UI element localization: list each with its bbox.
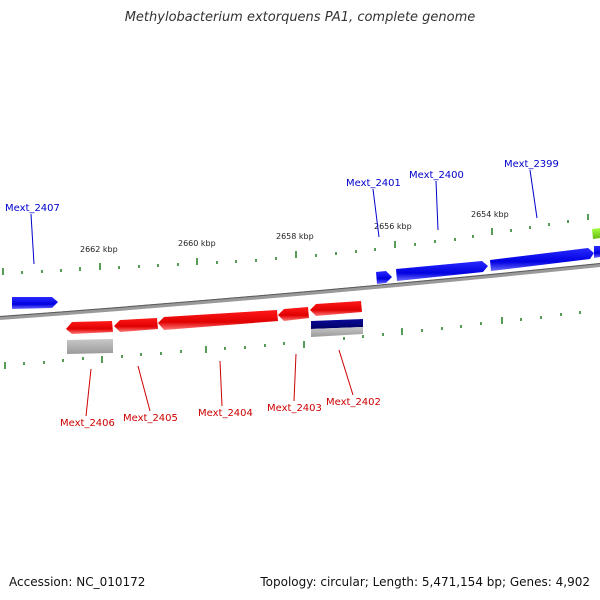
gene-arrow-edge[interactable] [594, 246, 600, 258]
map-title: Methylobacterium extorquens PA1, complet… [124, 10, 476, 25]
kbp-label: 2656 kbp [374, 222, 412, 231]
kbp-label: 2660 kbp [178, 239, 216, 248]
rna-feature-grey[interactable] [67, 339, 113, 354]
kbp-label: 2654 kbp [471, 210, 509, 219]
gene-arrow-mext-2403[interactable] [278, 307, 309, 321]
gene-label-mext-2399[interactable]: Mext_2399 [504, 159, 559, 170]
gene-arrow-mext-2399[interactable] [490, 248, 594, 271]
rna-feature-navy[interactable] [311, 319, 363, 329]
gene-label-mext-2403[interactable]: Mext_2403 [267, 403, 322, 414]
upper-tick-scale [2, 214, 589, 275]
gene-label-mext-2401[interactable]: Mext_2401 [346, 178, 401, 189]
gene-label-mext-2402[interactable]: Mext_2402 [326, 397, 381, 408]
gene-arrow-mext-2401[interactable] [376, 271, 392, 284]
gene-label-mext-2406[interactable]: Mext_2406 [60, 418, 115, 429]
gene-label-mext-2405[interactable]: Mext_2405 [123, 413, 178, 424]
kbp-label: 2662 kbp [80, 245, 118, 254]
gene-label-mext-2404[interactable]: Mext_2404 [198, 408, 253, 419]
gene-arrow-mext-2407[interactable] [12, 297, 58, 309]
gene-arrow-mext-2405[interactable] [114, 318, 158, 332]
gene-arrow-edge-green[interactable] [592, 228, 600, 239]
forward-leader-lines [30, 169, 538, 265]
gene-label-mext-2400[interactable]: Mext_2400 [409, 170, 464, 181]
kbp-label: 2658 kbp [276, 232, 314, 241]
rna-feature-grey-2[interactable] [311, 327, 363, 337]
gene-arrow-mext-2402[interactable] [310, 301, 362, 316]
gene-arrow-mext-2404[interactable] [158, 310, 278, 330]
lower-tick-scale [4, 311, 581, 369]
accession-text: Accession: NC_010172 [9, 575, 146, 589]
gene-label-mext-2407[interactable]: Mext_2407 [5, 203, 60, 214]
reverse-leader-lines [85, 349, 354, 417]
genome-backbone-highlight [0, 263, 600, 317]
genome-backbone [0, 263, 600, 320]
gene-arrow-mext-2406[interactable] [66, 321, 113, 334]
genome-summary-text: Topology: circular; Length: 5,471,154 bp… [260, 575, 590, 589]
gene-arrow-mext-2400[interactable] [396, 261, 488, 281]
